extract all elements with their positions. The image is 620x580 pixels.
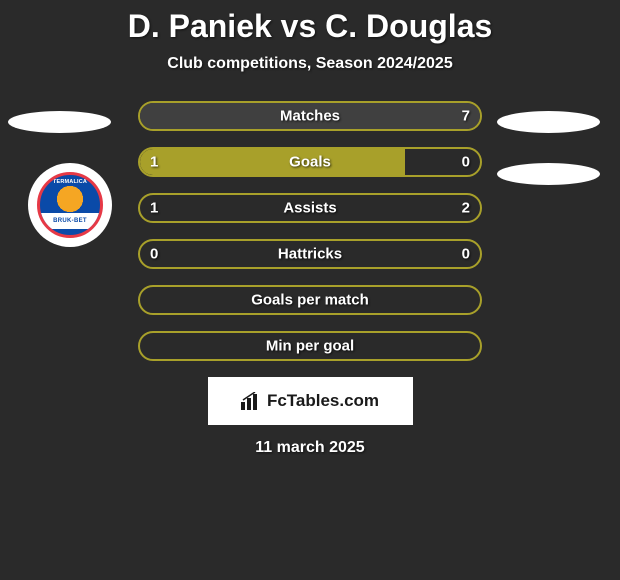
stat-fill-left bbox=[140, 149, 405, 175]
footer-badge: FcTables.com bbox=[208, 377, 413, 425]
stat-label: Matches bbox=[280, 108, 340, 125]
stat-label: Goals bbox=[289, 154, 331, 171]
stat-value-left: 1 bbox=[150, 200, 158, 217]
stat-row: Goals 1 0 bbox=[138, 147, 482, 177]
date-text: 11 march 2025 bbox=[0, 439, 620, 457]
stat-value-right: 0 bbox=[462, 246, 470, 263]
stat-row: Hattricks 0 0 bbox=[138, 239, 482, 269]
subtitle: Club competitions, Season 2024/2025 bbox=[0, 55, 620, 73]
player2-club-placeholder bbox=[497, 163, 600, 185]
player2-avatar-placeholder bbox=[497, 111, 600, 133]
club-badge-top-text: TERMALICA bbox=[40, 179, 100, 185]
comparison-title: D. Paniek vs C. Douglas bbox=[0, 0, 620, 45]
stat-row: Min per goal bbox=[138, 331, 482, 361]
stat-bars: Matches7Goals10Assists12Hattricks00Goals… bbox=[138, 101, 482, 361]
stats-icon bbox=[241, 392, 263, 410]
stat-label: Hattricks bbox=[278, 246, 342, 263]
vs-text: vs bbox=[281, 8, 317, 44]
club-badge-band-text: BRUK-BET bbox=[53, 218, 87, 224]
stat-value-right: 7 bbox=[462, 108, 470, 125]
stat-label: Min per goal bbox=[266, 338, 354, 355]
player1-avatar-placeholder bbox=[8, 111, 111, 133]
player1-name: D. Paniek bbox=[128, 8, 272, 44]
player1-club-badge: TERMALICA BRUK-BET bbox=[28, 163, 112, 247]
stat-row: Goals per match bbox=[138, 285, 482, 315]
player2-name: C. Douglas bbox=[325, 8, 492, 44]
comparison-layout: TERMALICA BRUK-BET Matches 7 Goals 1 0 Assist… bbox=[0, 101, 620, 361]
stat-label: Assists bbox=[283, 200, 336, 217]
stat-row: Matches 7 bbox=[138, 101, 482, 131]
stat-row: Assists 1 2 bbox=[138, 193, 482, 223]
stat-value-left: 1 bbox=[150, 154, 158, 171]
stat-value-left: 0 bbox=[150, 246, 158, 263]
stat-value-right: 2 bbox=[462, 200, 470, 217]
stat-label: Goals per match bbox=[251, 292, 369, 309]
stat-value-right: 0 bbox=[462, 154, 470, 171]
footer-site-text: FcTables.com bbox=[267, 391, 379, 411]
